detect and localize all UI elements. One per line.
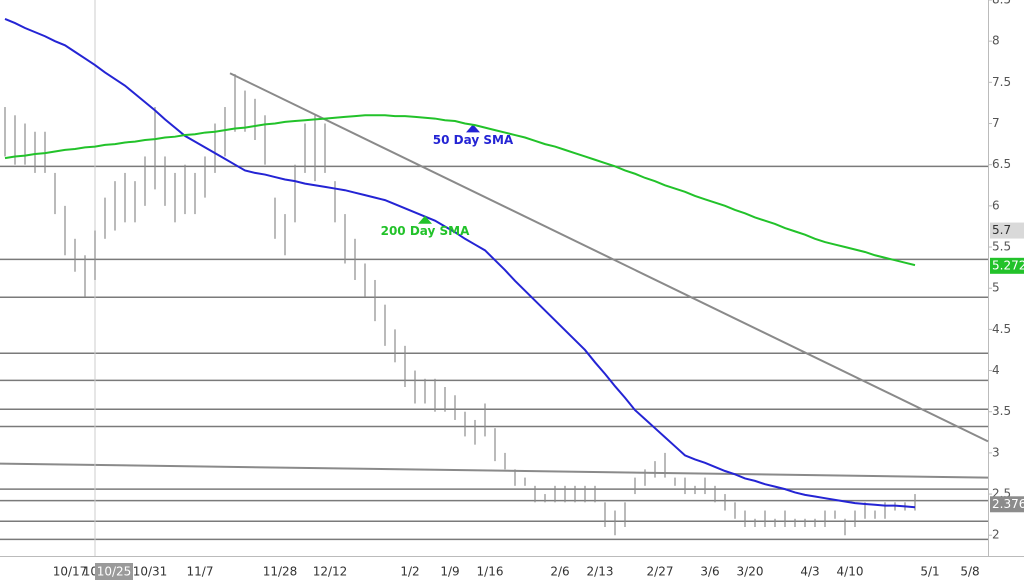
- x-tick-label: 2/13: [587, 565, 614, 579]
- sma-label: 50 Day SMA: [433, 133, 514, 147]
- y-tick-label: 7: [992, 116, 1000, 130]
- price-marker-label: 5.7: [992, 223, 1011, 237]
- x-tick-label: 5/8: [960, 565, 979, 579]
- x-tick-label: 1/16: [477, 565, 504, 579]
- y-tick-label: 8.5: [992, 0, 1011, 7]
- x-tick-label: 3/6: [700, 565, 719, 579]
- x-tick-label: 2/6: [550, 565, 569, 579]
- x-tick-label: 1/2: [400, 565, 419, 579]
- sma-line: [4, 114, 916, 267]
- y-tick-label: 6: [992, 198, 1000, 212]
- x-tick-label: 5/1: [920, 565, 939, 579]
- y-tick-label: 2: [992, 528, 1000, 542]
- y-tick-label: 8: [992, 34, 1000, 48]
- x-tick-label: 1/9: [440, 565, 459, 579]
- price-marker-label: 2.376: [992, 497, 1024, 511]
- y-tick-label: 4.5: [992, 322, 1011, 336]
- x-tick-label: 2/27: [647, 565, 674, 579]
- y-tick-label: 7.5: [992, 75, 1011, 89]
- sma-label: 200 Day SMA: [381, 224, 471, 238]
- x-tick-label: 4/3: [800, 565, 819, 579]
- y-tick-label: 5.5: [992, 240, 1011, 254]
- annotation-arrow: [418, 215, 432, 224]
- axis-panel: [989, 0, 1024, 556]
- x-tick-label: 11/28: [263, 565, 298, 579]
- y-tick-label: 5: [992, 281, 1000, 295]
- x-tick-label: 4/10: [837, 565, 864, 579]
- trendline: [0, 462, 989, 479]
- sma-line: [4, 18, 916, 509]
- x-tick-label: 11/7: [187, 565, 214, 579]
- y-tick-label: 6.5: [992, 157, 1011, 171]
- price-marker-label: 5.272: [992, 258, 1024, 272]
- y-tick-label: 4: [992, 363, 1000, 377]
- y-tick-label: 3.5: [992, 404, 1011, 418]
- x-tick-label: 10/17: [53, 565, 88, 579]
- x-tick-label: 10/31: [133, 565, 168, 579]
- trendline: [229, 72, 989, 443]
- y-tick-label: 3: [992, 445, 1000, 459]
- annotation-arrow: [466, 124, 480, 133]
- highlight-label: 10/25: [97, 565, 132, 579]
- price-marker-box: [990, 496, 1024, 513]
- price-marker-box: [990, 257, 1024, 274]
- price-marker-box: [990, 222, 1024, 239]
- x-tick-label: 3/20: [737, 565, 764, 579]
- highlight-label-box: [95, 563, 133, 580]
- x-tick-label: 12/12: [313, 565, 348, 579]
